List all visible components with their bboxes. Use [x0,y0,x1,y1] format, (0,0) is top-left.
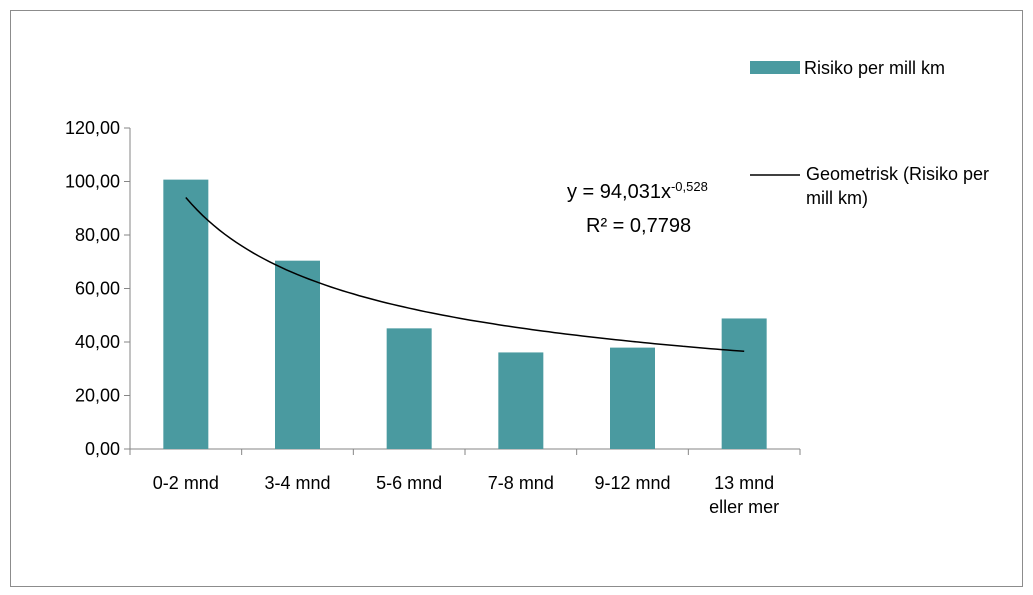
equation-label: y = 94,031x-0,528 [567,179,708,204]
y-tick-label: 120,00 [65,118,120,138]
bar [386,328,432,449]
bars [163,179,767,449]
bar [610,347,655,449]
x-axis: 0-2 mnd 3-4 mnd 5-6 mnd 7-8 mnd 9-12 mnd 13 m… [129,448,801,517]
legend-swatch-bar [750,61,800,74]
r-squared-label: R² = 0,7798 [586,215,691,237]
bar [275,260,320,449]
y-tick-label: 60,00 [75,279,120,299]
x-category-label: 13 mnd eller mer [709,473,779,517]
trendline-equation: y = 94,031x-0,528 R² = 0,7798 [567,179,708,238]
legend: Risiko per mill km Geometrisk (Risiko per… [750,58,989,208]
bar [498,352,544,449]
x-category-label: 9-12 mnd [594,473,670,493]
legend-label-trendline: Geometrisk (Risiko per mill km) [806,164,989,208]
y-tick-label: 100,00 [65,172,120,192]
bar [163,179,209,449]
y-tick-label: 20,00 [75,386,120,406]
y-tick-label: 40,00 [75,332,120,352]
y-tick-label: 80,00 [75,225,120,245]
x-category-label: 7-8 mnd [488,473,554,493]
trendline-curve [185,197,745,353]
y-axis: 0,00 20,00 40,00 60,00 80,00 100,00 120,00 [65,118,131,459]
x-category-label: 0-2 mnd [153,473,219,493]
bar [721,318,767,449]
y-tick-label: 0,00 [85,439,120,459]
trendline [185,197,745,353]
x-category-label: 5-6 mnd [376,473,442,493]
legend-label-bar: Risiko per mill km [804,58,945,78]
x-category-label: 3-4 mnd [264,473,330,493]
